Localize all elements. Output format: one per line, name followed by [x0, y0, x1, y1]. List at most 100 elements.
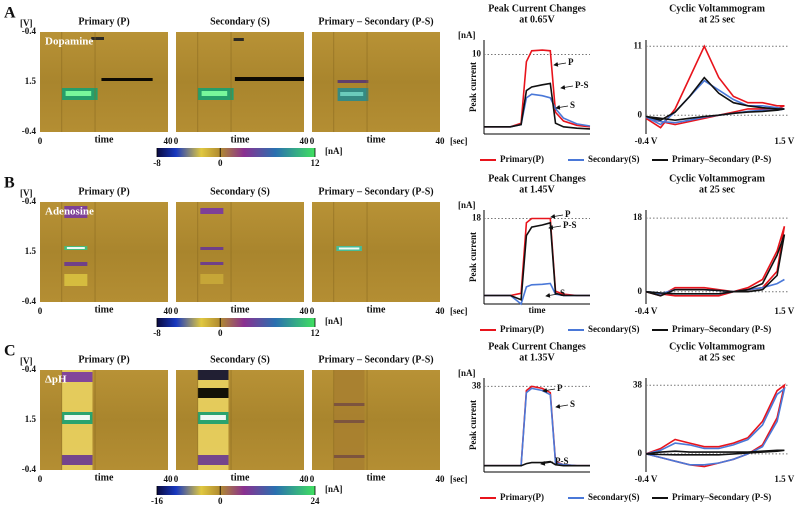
x-axis-label: time: [367, 472, 386, 483]
annotation-arrow: [555, 403, 569, 409]
y-axis-label: Peak current: [468, 62, 478, 112]
y-unit: [nA]: [458, 30, 476, 40]
chart-title: at 0.65V: [519, 14, 555, 25]
annotation: P: [557, 383, 563, 393]
legend-label: Secondary(S): [588, 324, 640, 334]
heatmap-title: Primary – Secondary (P-S): [318, 16, 433, 27]
heatmap-feature: [101, 78, 153, 81]
colorbar: [157, 318, 315, 327]
heatmap-feature: [66, 247, 85, 249]
x-tick-label: -0.4 V: [635, 474, 658, 484]
chart-title: Cyclic Voltammogram: [669, 341, 765, 352]
heatmap-feature: [200, 274, 224, 284]
legend-label: Secondary(S): [588, 492, 640, 502]
x-unit: [sec]: [450, 474, 468, 484]
y-tick-label: -0.4: [22, 126, 37, 136]
colorbar-tick-label: 0: [218, 328, 223, 338]
annotation-arrow: [553, 61, 567, 67]
x-tick-label: 1.5 V: [774, 136, 794, 146]
y-tick-label: 1.5: [25, 76, 37, 86]
y-tick-label: -0.4: [22, 196, 37, 206]
x-tick-label: 0: [310, 306, 315, 316]
heatmap-feature: [64, 262, 88, 266]
line: [645, 234, 786, 297]
heatmap-feature: [200, 208, 224, 214]
colorbar-tick-label: 12: [311, 328, 321, 338]
colorbar: [157, 486, 315, 495]
heatmap-feature: [197, 455, 229, 465]
annotation-arrow: [550, 213, 564, 219]
heatmap-title: Secondary (S): [210, 186, 270, 197]
x-tick-label: 40: [436, 474, 446, 484]
y-tick-label: 38: [633, 379, 643, 389]
chart-title: at 1.45V: [519, 184, 555, 195]
annotation-arrow: [548, 224, 562, 230]
heatmap-feature: [197, 370, 229, 380]
x-tick-label: 40: [300, 306, 310, 316]
x-tick-label: 0: [174, 136, 179, 146]
chart-title: Cyclic Voltammogram: [669, 3, 765, 14]
x-tick-label: 0: [174, 306, 179, 316]
x-unit: [sec]: [450, 136, 468, 146]
y-tick-label: 1.5: [25, 246, 37, 256]
x-tick-label: 40: [436, 306, 446, 316]
heatmap-feature: [65, 91, 92, 96]
heatmap-title: Primary (P): [78, 186, 129, 197]
heatmap-feature: [61, 372, 93, 382]
y-unit: [V]: [20, 188, 33, 198]
line: [645, 226, 786, 297]
y-axis-label: Peak current: [468, 400, 478, 450]
analyte-label: Adenosine: [45, 206, 94, 218]
colorbar-tick-label: -16: [151, 496, 163, 506]
legend-label: Primary–Secondary (P-S): [672, 324, 771, 334]
x-tick-label: 1.5 V: [774, 474, 794, 484]
x-tick-label: -0.4 V: [635, 136, 658, 146]
x-tick-label: 0: [174, 474, 179, 484]
heatmap-feature: [340, 92, 364, 96]
line: [484, 282, 590, 306]
heatmap-feature: [197, 388, 229, 398]
y-tick-label: 11: [633, 40, 642, 50]
x-axis-label: time: [231, 472, 250, 483]
x-tick-label: -0.4 V: [635, 306, 658, 316]
x-tick-label: 0: [38, 306, 43, 316]
heatmap-title: Primary – Secondary (P-S): [318, 186, 433, 197]
heatmap-feature: [64, 206, 88, 218]
x-tick-label: 40: [164, 136, 174, 146]
x-axis-label: time: [367, 304, 386, 315]
x-tick-label: 40: [436, 136, 446, 146]
chart-title: at 25 sec: [699, 352, 736, 363]
x-tick-label: 40: [300, 136, 310, 146]
y-tick-label: 1.5: [25, 414, 37, 424]
x-tick-label: 0: [38, 136, 43, 146]
annotation: P: [565, 209, 571, 219]
heatmap: [40, 370, 168, 470]
heatmap-feature: [234, 77, 304, 81]
x-unit: [sec]: [450, 306, 468, 316]
annotation-arrow: [545, 292, 559, 298]
legend-label: Primary(P): [500, 492, 544, 502]
heatmap-feature: [64, 415, 90, 420]
annotation: P: [568, 57, 574, 67]
analyte-label: Dopamine: [45, 36, 93, 48]
heatmap-title: Primary – Secondary (P-S): [318, 354, 433, 365]
line: [484, 82, 591, 130]
line: [484, 221, 590, 301]
x-axis-label: time: [95, 304, 114, 315]
y-tick-label: 0: [638, 286, 643, 296]
heatmap: [176, 202, 304, 302]
x-axis-label: time: [367, 134, 386, 145]
colorbar-tick-label: 12: [311, 158, 321, 168]
x-axis-label: time: [95, 134, 114, 145]
y-tick-label: 10: [472, 49, 482, 59]
chart-title: at 25 sec: [699, 184, 736, 195]
y-tick-label: -0.4: [22, 26, 37, 36]
heatmap-feature: [200, 415, 226, 420]
y-tick-label: 18: [633, 212, 643, 222]
heatmap: [312, 370, 440, 470]
x-axis-label: time: [529, 305, 546, 315]
heatmap-feature: [91, 37, 104, 40]
heatmap: [176, 370, 304, 470]
annotation: P-S: [555, 456, 569, 466]
